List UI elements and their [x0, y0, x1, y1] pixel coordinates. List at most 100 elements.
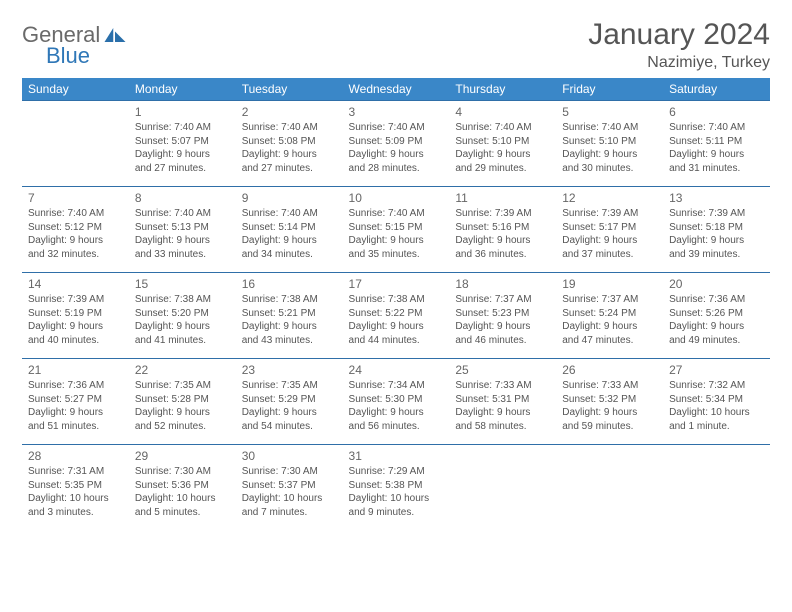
sunset-text: Sunset: 5:27 PM [28, 393, 123, 407]
sunset-text: Sunset: 5:29 PM [242, 393, 337, 407]
daylight-line1: Daylight: 9 hours [135, 320, 230, 334]
day-number: 11 [455, 190, 550, 206]
sunrise-text: Sunrise: 7:40 AM [135, 121, 230, 135]
sunrise-text: Sunrise: 7:36 AM [669, 293, 764, 307]
daylight-line2: and 49 minutes. [669, 334, 764, 348]
daylight-line2: and 59 minutes. [562, 420, 657, 434]
day-number: 18 [455, 276, 550, 292]
daylight-line2: and 28 minutes. [349, 162, 444, 176]
sunrise-text: Sunrise: 7:36 AM [28, 379, 123, 393]
day-number: 23 [242, 362, 337, 378]
sunset-text: Sunset: 5:24 PM [562, 307, 657, 321]
day-number: 4 [455, 104, 550, 120]
calendar-day-cell: 24Sunrise: 7:34 AMSunset: 5:30 PMDayligh… [343, 359, 450, 445]
sunrise-text: Sunrise: 7:40 AM [349, 207, 444, 221]
daylight-line1: Daylight: 9 hours [135, 148, 230, 162]
day-number: 5 [562, 104, 657, 120]
sunset-text: Sunset: 5:21 PM [242, 307, 337, 321]
sunrise-text: Sunrise: 7:40 AM [135, 207, 230, 221]
daylight-line2: and 44 minutes. [349, 334, 444, 348]
sunrise-text: Sunrise: 7:38 AM [242, 293, 337, 307]
sunset-text: Sunset: 5:35 PM [28, 479, 123, 493]
calendar-day-cell: 5Sunrise: 7:40 AMSunset: 5:10 PMDaylight… [556, 101, 663, 187]
daylight-line2: and 27 minutes. [135, 162, 230, 176]
daylight-line2: and 34 minutes. [242, 248, 337, 262]
sunset-text: Sunset: 5:30 PM [349, 393, 444, 407]
daylight-line2: and 51 minutes. [28, 420, 123, 434]
calendar-week-row: 14Sunrise: 7:39 AMSunset: 5:19 PMDayligh… [22, 273, 770, 359]
daylight-line2: and 5 minutes. [135, 506, 230, 520]
sunset-text: Sunset: 5:09 PM [349, 135, 444, 149]
calendar-day-cell: 12Sunrise: 7:39 AMSunset: 5:17 PMDayligh… [556, 187, 663, 273]
day-number: 27 [669, 362, 764, 378]
weekday-header: Sunday [22, 78, 129, 101]
day-number: 26 [562, 362, 657, 378]
calendar-day-cell: 22Sunrise: 7:35 AMSunset: 5:28 PMDayligh… [129, 359, 236, 445]
calendar-week-row: 1Sunrise: 7:40 AMSunset: 5:07 PMDaylight… [22, 101, 770, 187]
calendar-day-cell: 13Sunrise: 7:39 AMSunset: 5:18 PMDayligh… [663, 187, 770, 273]
daylight-line1: Daylight: 9 hours [455, 406, 550, 420]
calendar-day-cell [556, 445, 663, 531]
daylight-line1: Daylight: 9 hours [669, 234, 764, 248]
daylight-line2: and 47 minutes. [562, 334, 657, 348]
sunrise-text: Sunrise: 7:30 AM [242, 465, 337, 479]
daylight-line1: Daylight: 9 hours [28, 234, 123, 248]
sunset-text: Sunset: 5:19 PM [28, 307, 123, 321]
calendar-day-cell: 18Sunrise: 7:37 AMSunset: 5:23 PMDayligh… [449, 273, 556, 359]
day-number: 29 [135, 448, 230, 464]
daylight-line1: Daylight: 9 hours [242, 234, 337, 248]
calendar-body: 1Sunrise: 7:40 AMSunset: 5:07 PMDaylight… [22, 101, 770, 531]
calendar-day-cell: 15Sunrise: 7:38 AMSunset: 5:20 PMDayligh… [129, 273, 236, 359]
sunrise-text: Sunrise: 7:40 AM [349, 121, 444, 135]
sunrise-text: Sunrise: 7:33 AM [455, 379, 550, 393]
day-number: 2 [242, 104, 337, 120]
sunset-text: Sunset: 5:32 PM [562, 393, 657, 407]
calendar-day-cell: 31Sunrise: 7:29 AMSunset: 5:38 PMDayligh… [343, 445, 450, 531]
daylight-line2: and 56 minutes. [349, 420, 444, 434]
sunrise-text: Sunrise: 7:39 AM [28, 293, 123, 307]
daylight-line1: Daylight: 9 hours [28, 320, 123, 334]
sunset-text: Sunset: 5:17 PM [562, 221, 657, 235]
sunrise-text: Sunrise: 7:40 AM [242, 121, 337, 135]
sunrise-text: Sunrise: 7:35 AM [242, 379, 337, 393]
daylight-line1: Daylight: 9 hours [455, 148, 550, 162]
calendar-day-cell: 28Sunrise: 7:31 AMSunset: 5:35 PMDayligh… [22, 445, 129, 531]
daylight-line1: Daylight: 9 hours [242, 320, 337, 334]
sunrise-text: Sunrise: 7:31 AM [28, 465, 123, 479]
daylight-line2: and 52 minutes. [135, 420, 230, 434]
calendar-day-cell: 26Sunrise: 7:33 AMSunset: 5:32 PMDayligh… [556, 359, 663, 445]
daylight-line2: and 32 minutes. [28, 248, 123, 262]
daylight-line1: Daylight: 9 hours [562, 320, 657, 334]
day-number: 30 [242, 448, 337, 464]
calendar-day-cell: 6Sunrise: 7:40 AMSunset: 5:11 PMDaylight… [663, 101, 770, 187]
daylight-line1: Daylight: 9 hours [242, 406, 337, 420]
daylight-line2: and 27 minutes. [242, 162, 337, 176]
daylight-line2: and 54 minutes. [242, 420, 337, 434]
sunset-text: Sunset: 5:15 PM [349, 221, 444, 235]
calendar-page: General Blue January 2024 Nazimiye, Turk… [0, 0, 792, 549]
calendar-day-cell: 21Sunrise: 7:36 AMSunset: 5:27 PMDayligh… [22, 359, 129, 445]
day-number: 25 [455, 362, 550, 378]
day-number: 13 [669, 190, 764, 206]
daylight-line2: and 7 minutes. [242, 506, 337, 520]
sunrise-text: Sunrise: 7:38 AM [135, 293, 230, 307]
sunrise-text: Sunrise: 7:39 AM [562, 207, 657, 221]
daylight-line2: and 29 minutes. [455, 162, 550, 176]
daylight-line2: and 41 minutes. [135, 334, 230, 348]
daylight-line1: Daylight: 9 hours [562, 148, 657, 162]
sunrise-text: Sunrise: 7:30 AM [135, 465, 230, 479]
sunset-text: Sunset: 5:11 PM [669, 135, 764, 149]
daylight-line2: and 39 minutes. [669, 248, 764, 262]
daylight-line2: and 35 minutes. [349, 248, 444, 262]
daylight-line1: Daylight: 9 hours [349, 320, 444, 334]
sunrise-text: Sunrise: 7:35 AM [135, 379, 230, 393]
day-number: 31 [349, 448, 444, 464]
sunset-text: Sunset: 5:10 PM [562, 135, 657, 149]
daylight-line1: Daylight: 9 hours [669, 148, 764, 162]
day-number: 3 [349, 104, 444, 120]
calendar-day-cell: 1Sunrise: 7:40 AMSunset: 5:07 PMDaylight… [129, 101, 236, 187]
sunset-text: Sunset: 5:14 PM [242, 221, 337, 235]
sunrise-text: Sunrise: 7:40 AM [28, 207, 123, 221]
calendar-day-cell: 20Sunrise: 7:36 AMSunset: 5:26 PMDayligh… [663, 273, 770, 359]
location: Nazimiye, Turkey [588, 54, 770, 72]
